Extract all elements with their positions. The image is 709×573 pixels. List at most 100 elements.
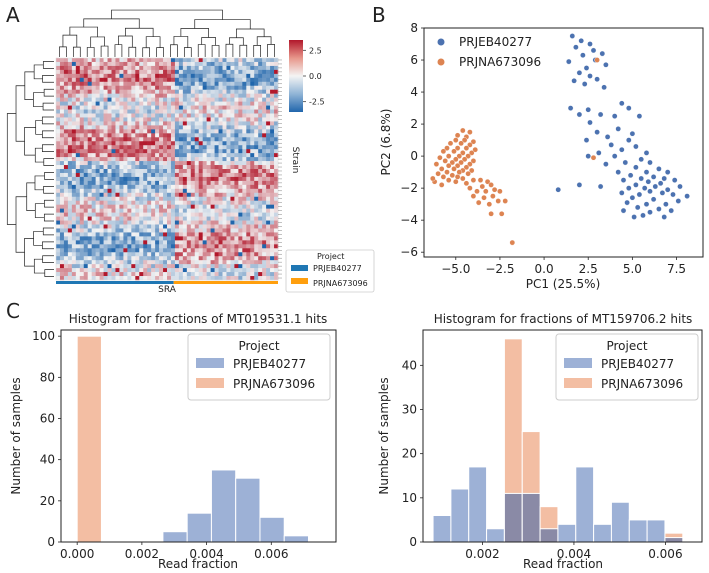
heatmap-cell <box>238 117 243 122</box>
heatmap-cell <box>99 73 104 79</box>
heatmap-cell <box>226 69 231 75</box>
heatmap-cell <box>99 105 104 110</box>
heatmap-cell <box>127 121 132 126</box>
heatmap-cell <box>135 93 140 98</box>
scatter-point-prjeb40277 <box>664 169 671 175</box>
histogram-ytick-label: 0 <box>47 535 55 549</box>
heatmap-cell <box>262 176 267 182</box>
heatmap-cell <box>262 192 267 198</box>
heatmap-cell <box>111 220 116 225</box>
heatmap-cell <box>83 77 89 83</box>
heatmap-cell <box>258 97 263 102</box>
heatmap-cell <box>59 129 65 134</box>
heatmap-cell <box>167 208 172 213</box>
heatmap-cell <box>111 172 116 178</box>
heatmap-cell <box>246 113 251 118</box>
heatmap-cell <box>87 208 92 213</box>
heatmap-cell <box>182 260 188 265</box>
heatmap-cell <box>151 81 156 87</box>
heatmap-cell <box>202 248 207 253</box>
heatmap-cell <box>242 141 247 146</box>
heatmap-cell <box>67 180 73 186</box>
heatmap-cell <box>206 81 211 87</box>
heatmap-cell <box>127 157 132 162</box>
heatmap-cell <box>182 252 188 257</box>
heatmap-cell <box>270 236 275 241</box>
heatmap-cell <box>103 232 108 237</box>
heatmap-cell <box>198 252 203 257</box>
heatmap-cell <box>170 180 176 186</box>
dendrogram-branch <box>42 144 54 153</box>
heatmap-cell <box>167 188 172 194</box>
heatmap-cell <box>198 165 203 170</box>
heatmap-cell <box>159 129 164 134</box>
heatmap-cell <box>107 58 112 63</box>
heatmap-cell <box>194 184 200 190</box>
heatmap-cell <box>262 73 267 79</box>
heatmap-cell <box>178 196 184 202</box>
heatmap-cell <box>186 276 192 281</box>
heatmap-cell <box>75 133 81 138</box>
heatmap-cell <box>270 85 275 91</box>
heatmap-cell <box>206 216 211 221</box>
heatmap-cell <box>155 256 160 261</box>
heatmap-cell <box>230 157 235 162</box>
heatmap-cell <box>214 172 219 178</box>
heatmap-cell <box>95 176 100 182</box>
heatmap-cell <box>230 153 235 158</box>
heatmap-cell <box>155 212 160 217</box>
heatmap-cell <box>262 212 267 217</box>
heatmap-cell <box>266 101 271 106</box>
heatmap-cell <box>246 240 251 245</box>
heatmap-cell <box>71 113 77 118</box>
heatmap-cell <box>83 89 89 94</box>
heatmap-cell <box>159 252 164 257</box>
heatmap-cell <box>83 109 89 114</box>
heatmap-cell <box>202 172 207 178</box>
heatmap-cell <box>266 272 271 277</box>
heatmap-cell <box>194 196 200 202</box>
heatmap-cell <box>210 268 215 273</box>
heatmap-cell <box>250 264 255 269</box>
heatmap-cell <box>83 248 89 253</box>
heatmap-cell <box>79 176 85 182</box>
heatmap-cell <box>143 264 148 269</box>
heatmap-cell <box>214 224 219 229</box>
heatmap-cell <box>186 157 192 162</box>
heatmap-cell <box>123 69 128 75</box>
scatter-ytick-label: 2 <box>410 117 418 131</box>
heatmap-cell <box>170 272 176 277</box>
heatmap-cell <box>206 165 211 170</box>
heatmap-cell <box>230 184 235 190</box>
heatmap-cell <box>250 58 255 63</box>
heatmap-cell <box>67 117 73 122</box>
heatmap-cell <box>198 268 203 273</box>
heatmap-cell <box>270 188 275 194</box>
heatmap-cell <box>107 228 112 233</box>
heatmap-cell <box>194 169 200 174</box>
heatmap-cell <box>174 228 180 233</box>
heatmap-cell <box>71 121 77 126</box>
heatmap-cell <box>186 141 192 146</box>
heatmap-cell <box>242 268 247 273</box>
scatter-point-prjeb40277 <box>555 186 562 193</box>
heatmap-cell <box>63 232 69 237</box>
heatmap-cell <box>135 180 140 186</box>
heatmap-cell <box>234 65 239 71</box>
heatmap-cell <box>262 220 267 225</box>
heatmap-cell <box>270 244 275 249</box>
histogram-bar <box>235 477 261 543</box>
heatmap-cell <box>99 272 104 277</box>
heatmap-cell <box>250 248 255 253</box>
heatmap-cell <box>270 137 275 142</box>
heatmap-cell <box>198 149 203 154</box>
heatmap-cell <box>163 145 168 150</box>
heatmap-cell <box>190 69 196 75</box>
heatmap-cell <box>87 260 92 265</box>
heatmap-cell <box>222 216 227 221</box>
heatmap-cell <box>246 169 251 174</box>
heatmap-cell <box>67 200 73 205</box>
heatmap-cell <box>103 204 108 209</box>
heatmap-cell <box>71 133 77 138</box>
heatmap-cell <box>214 232 219 237</box>
